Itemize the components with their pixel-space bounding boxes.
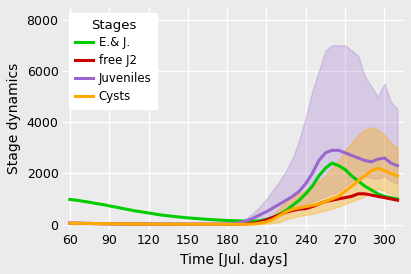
- Y-axis label: Stage dynamics: Stage dynamics: [7, 63, 21, 174]
- Legend: E.& J., free J2, Juveniles, Cysts: E.& J., free J2, Juveniles, Cysts: [69, 13, 157, 109]
- X-axis label: Time [Jul. days]: Time [Jul. days]: [180, 253, 288, 267]
